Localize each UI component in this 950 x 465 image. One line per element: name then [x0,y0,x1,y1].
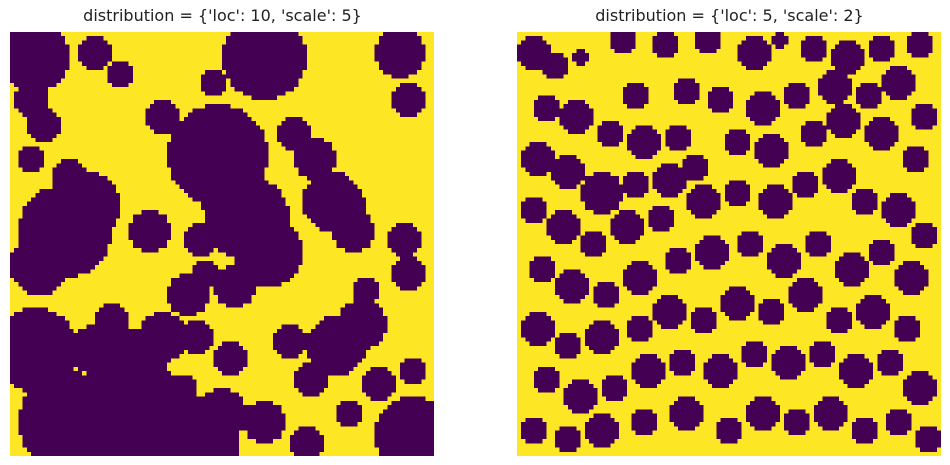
right-heatmap [517,32,941,456]
right-panel-title: distribution = {'loc': 5, 'scale': 2} [595,6,864,25]
left-panel: distribution = {'loc': 10, 'scale': 5} [10,0,435,465]
heatmap-pore-cells [517,32,941,452]
heatmap-pore-cells [10,32,434,456]
left-panel-title: distribution = {'loc': 10, 'scale': 5} [83,6,362,25]
right-panel: distribution = {'loc': 5, 'scale': 2} [517,0,942,465]
left-heatmap [10,32,434,456]
